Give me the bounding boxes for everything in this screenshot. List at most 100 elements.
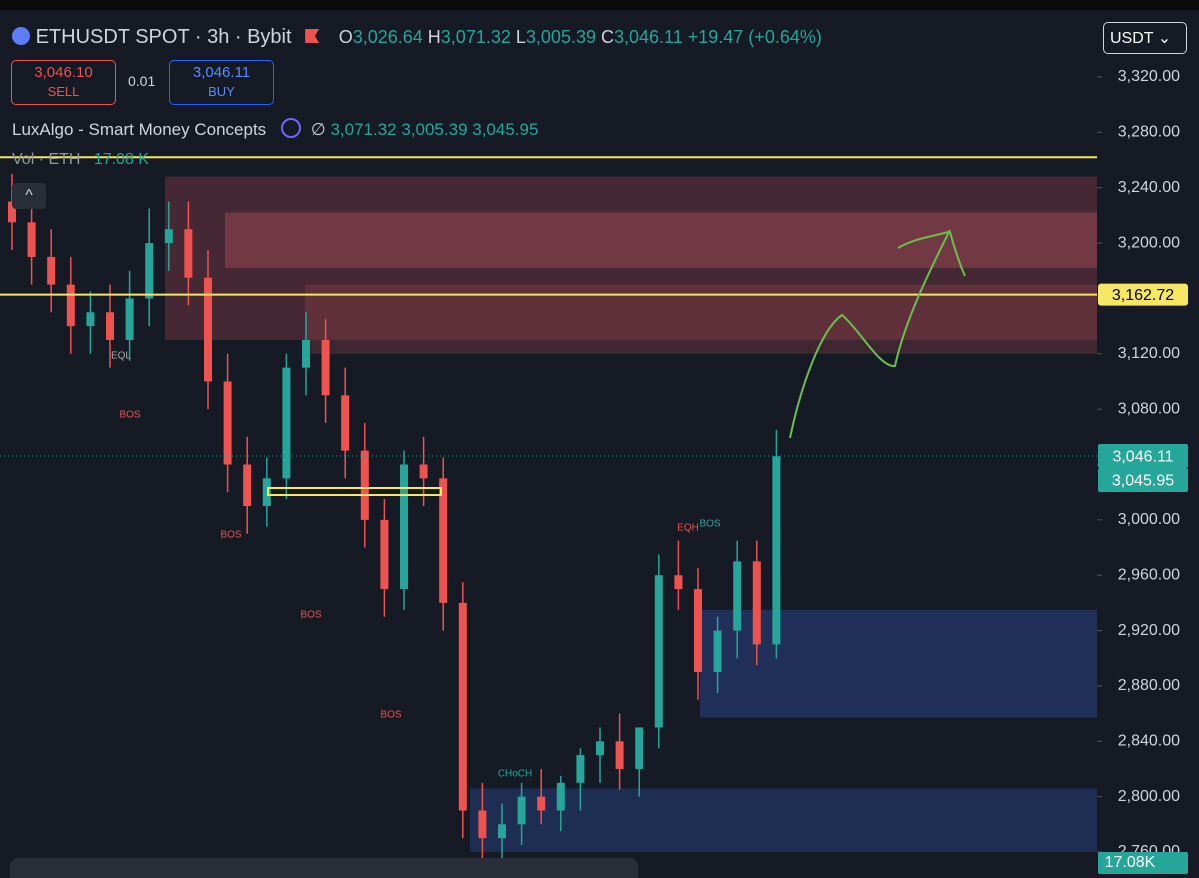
y-tick-label: 3,000.00 <box>1118 511 1180 528</box>
candle-body <box>125 298 134 340</box>
open: 3,026.64 <box>352 27 423 47</box>
buy-button[interactable]: 3,046.11 BUY <box>169 60 274 105</box>
candle-body <box>243 464 252 507</box>
currency: USDT <box>1110 30 1154 47</box>
indicator-name: LuxAlgo - Smart Money Concepts <box>12 120 267 139</box>
candle-body <box>674 575 683 590</box>
candle-body <box>713 630 722 673</box>
candle-body <box>439 478 448 603</box>
y-tick-label: 3,200.00 <box>1118 234 1180 251</box>
structure-label: BOS <box>119 410 140 421</box>
candle-body <box>321 339 330 396</box>
y-tick-label: 3,120.00 <box>1118 345 1180 362</box>
candle-body <box>302 339 310 368</box>
y-tick-label: 2,840.00 <box>1118 733 1180 750</box>
change: +19.47 (+0.64%) <box>687 27 822 47</box>
symbol-row: ETHUSDT SPOT · 3h · Bybit O3,026.64 H3,0… <box>12 26 822 49</box>
l-label: L <box>515 27 526 47</box>
candle-body <box>66 284 75 327</box>
y-tick-label: 3,320.00 <box>1118 68 1180 85</box>
candle-body <box>576 755 585 783</box>
top-bar <box>0 0 1199 10</box>
y-tick-label: 3,240.00 <box>1118 179 1180 196</box>
zone <box>165 176 1097 340</box>
indicator-row: LuxAlgo - Smart Money Concepts ∅ 3,071.3… <box>12 118 538 140</box>
structure-label: EQH <box>677 523 699 534</box>
volume-badge <box>1098 852 1188 874</box>
currency-select[interactable]: USDT ⌄ <box>1103 22 1187 54</box>
candle-body <box>654 575 663 728</box>
candle-body <box>204 277 212 382</box>
y-tick-label: 2,920.00 <box>1118 622 1180 639</box>
candle-body <box>400 464 408 590</box>
price-badge-label: 3,045.95 <box>1112 472 1174 489</box>
candle-body <box>184 229 193 278</box>
structure-label: BOS <box>699 519 720 530</box>
candle-body <box>341 395 350 451</box>
volume-label: Vol · ETH <box>12 151 81 168</box>
collapse-button[interactable]: ^ <box>12 183 46 209</box>
candle-body <box>596 741 604 756</box>
volume-row: Vol · ETH 17.08 K <box>12 151 149 169</box>
candle-body <box>537 796 546 811</box>
spread: 0.01 <box>128 73 156 89</box>
h-label: H <box>427 27 441 47</box>
indicator-values: 3,071.32 3,005.39 3,045.95 <box>330 120 539 139</box>
y-tick-label: 2,880.00 <box>1118 677 1180 694</box>
zone <box>470 788 1097 852</box>
buy-price: 3,046.11 <box>192 64 251 81</box>
candle-body <box>8 201 16 223</box>
candle-body <box>556 782 565 811</box>
volume-value: 17.08 K <box>93 151 149 168</box>
candle-body <box>772 456 781 645</box>
price-badge-label: 3,162.72 <box>1112 287 1174 304</box>
candle-body <box>517 796 526 825</box>
y-tick-label: 3,080.00 <box>1118 400 1180 417</box>
candle-body <box>733 561 742 631</box>
candle-body <box>262 478 271 507</box>
candle-body <box>635 727 644 769</box>
highlight-box <box>267 487 442 496</box>
price-badge <box>1098 283 1188 306</box>
candle-body <box>106 312 114 340</box>
candle-body <box>498 824 506 839</box>
sell-button[interactable]: 3,046.10 SELL <box>11 60 116 105</box>
price-badge-label: 3,046.11 <box>1112 448 1173 465</box>
structure-label: BOS <box>380 710 401 721</box>
candle-body <box>694 589 702 673</box>
price-axis <box>1097 10 1199 878</box>
structure-label: BOS <box>300 610 321 621</box>
candle-body <box>47 256 56 285</box>
y-tick-label: 3,280.00 <box>1118 124 1180 141</box>
y-tick-label: 2,960.00 <box>1118 566 1180 583</box>
candle-body <box>458 602 467 811</box>
candle-body <box>478 810 487 839</box>
candle-body <box>380 519 389 590</box>
sell-price: 3,046.10 <box>34 64 93 81</box>
candle-body <box>27 222 36 257</box>
indicator-settings[interactable] <box>280 118 301 138</box>
indicator-icon: ∅ <box>310 120 326 139</box>
close: 3,046.11 <box>614 27 683 47</box>
price-badge <box>1098 468 1188 493</box>
o-label: O <box>338 27 353 47</box>
candle-body <box>360 450 369 520</box>
sell-label: SELL <box>47 84 80 99</box>
y-tick-label: 2,800.00 <box>1118 788 1180 805</box>
zone <box>700 609 1097 718</box>
candle-body <box>164 229 173 244</box>
candle-body <box>615 741 624 769</box>
structure-label: BOS <box>220 530 241 541</box>
price-badge <box>1098 444 1188 469</box>
high: 3,071.32 <box>440 27 511 47</box>
bottom-panel <box>10 858 638 878</box>
buy-label: BUY <box>208 84 235 99</box>
structure-label: CHoCH <box>498 769 532 780</box>
low: 3,005.39 <box>525 27 596 47</box>
flag <box>305 29 320 43</box>
candle-body <box>752 561 761 645</box>
candle-body <box>419 464 428 479</box>
c-label: C <box>601 27 614 47</box>
candle-body <box>145 243 154 299</box>
